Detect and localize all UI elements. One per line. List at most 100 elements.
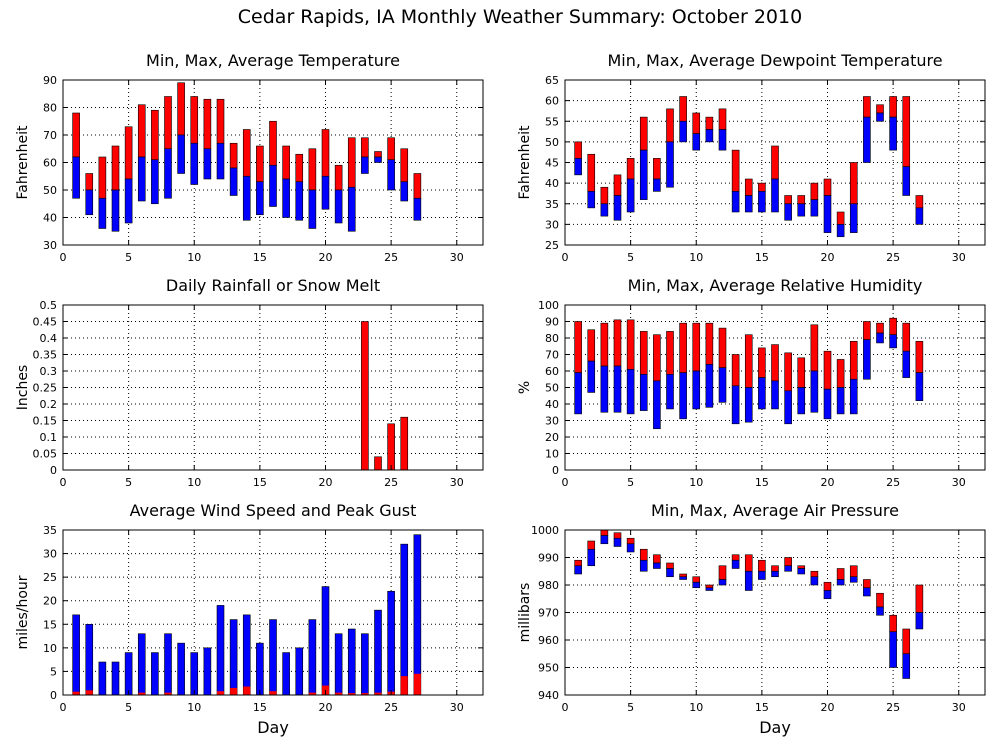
bar-min-day-16 (771, 178, 779, 213)
bar-max-day-23 (863, 579, 871, 589)
bar-max-day-1 (574, 141, 582, 159)
bar-max-day-10 (190, 96, 199, 144)
bar-max-day-23 (863, 321, 871, 340)
y-tick-label: 10 (43, 642, 57, 655)
bar-max-day-13 (731, 554, 740, 561)
bar-max-day-22 (849, 340, 858, 380)
bar-max-day-3 (600, 322, 609, 367)
bar-min-day-15 (256, 181, 264, 216)
bar-max-day-25 (889, 614, 897, 633)
bar-avgwind-day-12 (217, 691, 224, 695)
bar-min-day-18 (797, 387, 806, 415)
bar-max-day-7 (151, 109, 159, 161)
bar-min-day-21 (836, 387, 845, 415)
y-tick-label: 40 (545, 398, 559, 411)
page-title: Cedar Rapids, IA Monthly Weather Summary… (238, 6, 802, 28)
bar-min-day-14 (744, 387, 753, 423)
bar-max-day-2 (587, 540, 596, 550)
bar-max-day-13 (731, 149, 740, 192)
x-tick-label: 30 (450, 251, 464, 264)
bar-gust-day-20 (321, 586, 330, 696)
bar-max-day-8 (666, 331, 674, 375)
bar-max-day-5 (626, 537, 635, 545)
bar-min-day-12 (718, 579, 727, 586)
bar-min-day-27 (915, 612, 924, 630)
bar-avgwind-day-13 (230, 687, 238, 695)
y-tick-label: 60 (545, 95, 559, 108)
bar-gust-day-12 (216, 605, 225, 696)
bar-min-day-4 (613, 537, 622, 547)
bar-min-day-1 (72, 156, 80, 199)
x-tick-label: 15 (755, 701, 769, 714)
bar-gust-day-24 (374, 609, 382, 696)
bar-min-day-7 (653, 562, 661, 569)
y-tick-label: 50 (43, 184, 57, 197)
bar-max-day-13 (731, 354, 740, 387)
x-tick-label: 10 (187, 251, 201, 264)
x-tick-label: 25 (886, 476, 900, 489)
y-tick-label: 35 (545, 198, 559, 211)
bar-max-day-27 (915, 195, 924, 209)
bar-min-day-19 (308, 189, 317, 229)
x-tick-label: 15 (253, 251, 267, 264)
bar-min-day-17 (784, 203, 792, 221)
y-tick-label: 0.4 (40, 332, 58, 345)
x-tick-label: 30 (450, 476, 464, 489)
bar-min-day-26 (902, 350, 911, 378)
y-tick-label: 0.3 (40, 365, 58, 378)
y-tick-label: 5 (50, 665, 57, 678)
chart-title: Min, Max, Average Air Pressure (651, 501, 899, 520)
x-tick-label: 5 (125, 701, 132, 714)
bar-max-day-3 (98, 156, 107, 199)
bar-gust-day-11 (203, 647, 212, 696)
bar-min-day-23 (863, 116, 871, 163)
bar-gust-day-27 (413, 534, 422, 696)
y-tick-label: 35 (43, 524, 57, 537)
bar-max-day-12 (216, 98, 225, 144)
bar-max-day-4 (111, 145, 120, 191)
bar-max-day-8 (666, 562, 674, 569)
y-tick-label: 55 (545, 115, 559, 128)
bar-min-day-5 (626, 178, 635, 213)
bar-min-day-8 (666, 141, 674, 188)
bar-max-day-2 (587, 329, 596, 362)
y-tick-label: 60 (545, 365, 559, 378)
bar-min-day-13 (731, 191, 740, 213)
chart-title: Daily Rainfall or Snow Melt (166, 276, 380, 295)
bar-max-day-14 (744, 554, 753, 572)
y-tick-label: 0.25 (33, 382, 58, 395)
bar-max-day-21 (836, 568, 845, 580)
y-tick-label: 70 (545, 349, 559, 362)
x-axis-label: Day (257, 718, 289, 737)
bar-gust-day-17 (282, 652, 290, 696)
bar-max-day-5 (124, 126, 133, 180)
bar-min-day-17 (784, 565, 792, 572)
bar-avgwind-day-8 (164, 692, 172, 695)
x-tick-label: 20 (319, 701, 333, 714)
x-tick-label: 10 (689, 701, 703, 714)
bar-min-day-12 (718, 129, 727, 151)
y-tick-label: 970 (538, 607, 559, 620)
bar-min-day-13 (731, 385, 740, 425)
bar-min-day-15 (758, 570, 766, 580)
x-tick-label: 15 (755, 251, 769, 264)
bar-max-day-16 (269, 120, 277, 166)
bar-min-day-25 (889, 631, 897, 668)
y-tick-label: 30 (43, 548, 57, 561)
bar-avgwind-day-2 (85, 690, 93, 695)
chart-panel-1: Min, Max, Average Temperature30405060708… (15, 51, 484, 264)
x-tick-label: 0 (60, 476, 67, 489)
bar-min-day-21 (836, 224, 845, 238)
bar-avgwind-day-16 (269, 691, 277, 695)
x-tick-label: 10 (689, 251, 703, 264)
y-axis-label: Inches (15, 365, 31, 410)
bar-gust-day-15 (256, 642, 264, 696)
bar-min-day-11 (203, 148, 212, 180)
bar-gust-day-1 (72, 614, 80, 696)
bar-max-day-22 (849, 162, 858, 205)
y-tick-label: 1000 (531, 524, 559, 537)
bar-min-day-6 (639, 373, 648, 411)
chart-title: Min, Max, Average Relative Humidity (628, 276, 923, 295)
bar-min-day-22 (849, 203, 858, 233)
bar-max-day-1 (574, 559, 582, 567)
